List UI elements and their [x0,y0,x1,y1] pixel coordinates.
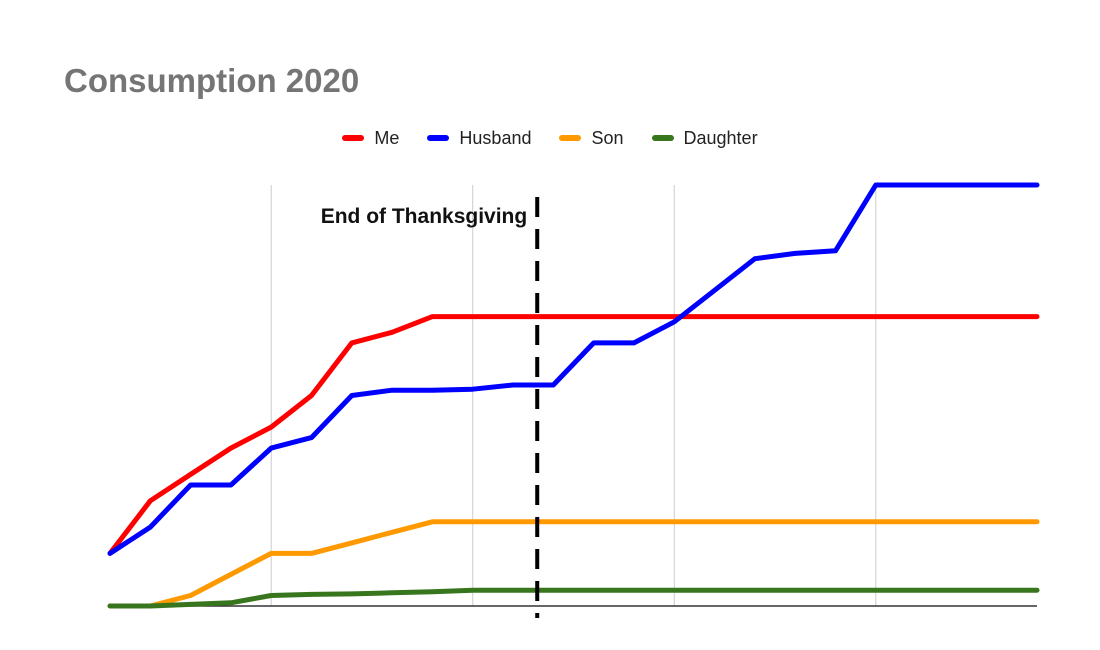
legend-swatch-husband [427,135,450,141]
legend-swatch-me [342,135,365,141]
legend-label-husband: Husband [459,127,532,148]
series-layer [107,182,1040,609]
legend-swatch-son [559,135,582,141]
series-line-me [107,314,1040,556]
annotation-label: End of Thanksgiving [321,205,528,228]
legend-item-husband: Husband [427,128,531,149]
legend-label-daughter: Daughter [683,127,758,148]
legend-item-me: Me [342,128,399,149]
series-line-husband [107,182,1040,556]
legend-item-daughter: Daughter [651,127,758,149]
series-line-daughter [107,587,1040,609]
grid-layer [270,185,877,606]
legend-item-son: Son [559,127,624,149]
legend-swatch-daughter [651,135,674,141]
legend-label-son: Son [591,127,624,148]
legend-label-me: Me [374,127,400,148]
annotation-layer: End of Thanksgiving [321,197,540,618]
series-line-son [107,519,1040,609]
legend: Me Husband Son Daughter [0,124,1100,152]
chart-title: Consumption 2020 [64,62,360,99]
